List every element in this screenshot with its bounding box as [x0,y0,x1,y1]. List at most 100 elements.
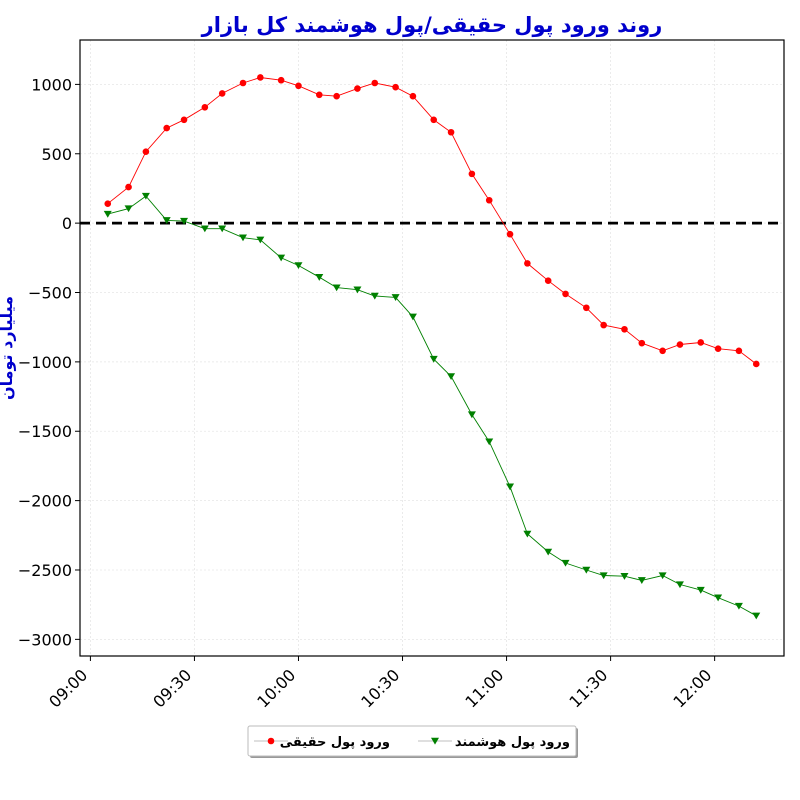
series-layer [103,74,761,620]
data-point [277,254,286,262]
data-point [180,217,189,225]
y-axis: 1000 500 0 −500 −1000 −1500 −2000 −2500 −3000 [18,75,80,649]
x-tick-label: 10:30 [357,665,403,711]
data-point [544,548,553,556]
data-point [506,483,515,491]
gridlines [80,40,784,656]
data-point [506,230,514,238]
data-point [582,566,591,574]
data-point [163,124,170,132]
data-point [354,85,361,92]
x-tick-label: 11:00 [461,665,507,711]
data-point [238,234,247,242]
data-point [141,192,150,200]
legend-marker [431,737,439,745]
x-tick-label: 09:00 [45,665,91,711]
y-tick-label: 0 [62,214,72,233]
data-point [239,79,247,87]
y-tick-label: 500 [41,145,72,164]
data-point [294,262,303,270]
x-tick-label: 10:00 [253,665,299,711]
x-axis: 09:00 09:30 10:00 10:30 11:00 11:30 12:00 [45,656,715,711]
data-point [714,594,723,602]
data-point [620,573,629,580]
y-tick-label: −2500 [18,561,72,580]
legend-label: ورود پول حقیقی [280,735,390,750]
y-tick-label: 1000 [31,75,72,94]
data-point [447,128,455,136]
data-point [659,347,666,355]
data-point [104,200,112,208]
data-point [696,586,705,594]
data-point [714,345,722,352]
data-point [392,83,399,91]
legend-marker [267,737,275,745]
series-line [107,195,757,617]
data-point [332,284,341,292]
data-point [467,411,476,419]
data-point [370,292,379,300]
data-point [295,82,302,90]
data-point [256,236,265,244]
data-point [353,286,362,294]
data-point [600,321,607,329]
data-point [218,225,227,233]
data-point [315,274,324,281]
data-point [409,92,417,100]
y-tick-label: −3000 [18,630,72,649]
data-point [371,79,379,87]
data-point [735,347,743,355]
data-point [468,170,476,178]
data-point [676,341,684,348]
data-point [142,148,150,155]
data-point [621,325,628,333]
data-point [734,602,743,610]
data-point [561,559,570,567]
data-point [485,196,493,204]
data-point [391,294,400,301]
data-point [638,339,646,347]
data-point [544,277,552,285]
data-point [752,360,760,368]
data-point [180,116,188,124]
data-point [201,103,209,111]
data-point [599,572,608,580]
data-point [277,76,285,84]
legend-label: ورود پول هوشمند [455,735,570,750]
y-tick-label: −2000 [18,492,72,511]
series-smart-money [103,192,761,620]
data-point [333,92,340,100]
legend-box [247,725,577,757]
data-point [562,290,569,298]
data-point [162,217,171,224]
data-point [675,581,684,589]
data-point [637,577,646,584]
data-point [408,313,417,321]
y-axis-label: میلیارد تومان [0,296,16,400]
data-point [658,572,667,580]
data-point [315,91,323,99]
y-tick-label: −1500 [18,422,72,441]
data-point [485,438,494,446]
data-point [125,183,132,191]
data-point [124,205,133,213]
x-tick-label: 09:30 [149,665,195,711]
data-point [752,612,761,620]
data-point [523,530,532,538]
data-point [257,74,264,81]
series-real-money [104,74,760,368]
data-point [697,339,705,346]
y-tick-label: −1000 [18,353,72,372]
x-tick-label: 12:00 [669,665,715,711]
data-point [103,210,112,218]
data-point [218,90,226,97]
y-tick-label: −500 [28,284,72,303]
plot-frame [79,39,785,657]
x-tick-label: 11:30 [565,665,611,711]
data-point [583,304,590,312]
data-point [429,355,438,363]
chart-title: روند ورود پول حقیقی/پول هوشمند کل بازار [201,13,663,37]
data-point [524,260,531,267]
data-point [200,225,209,233]
